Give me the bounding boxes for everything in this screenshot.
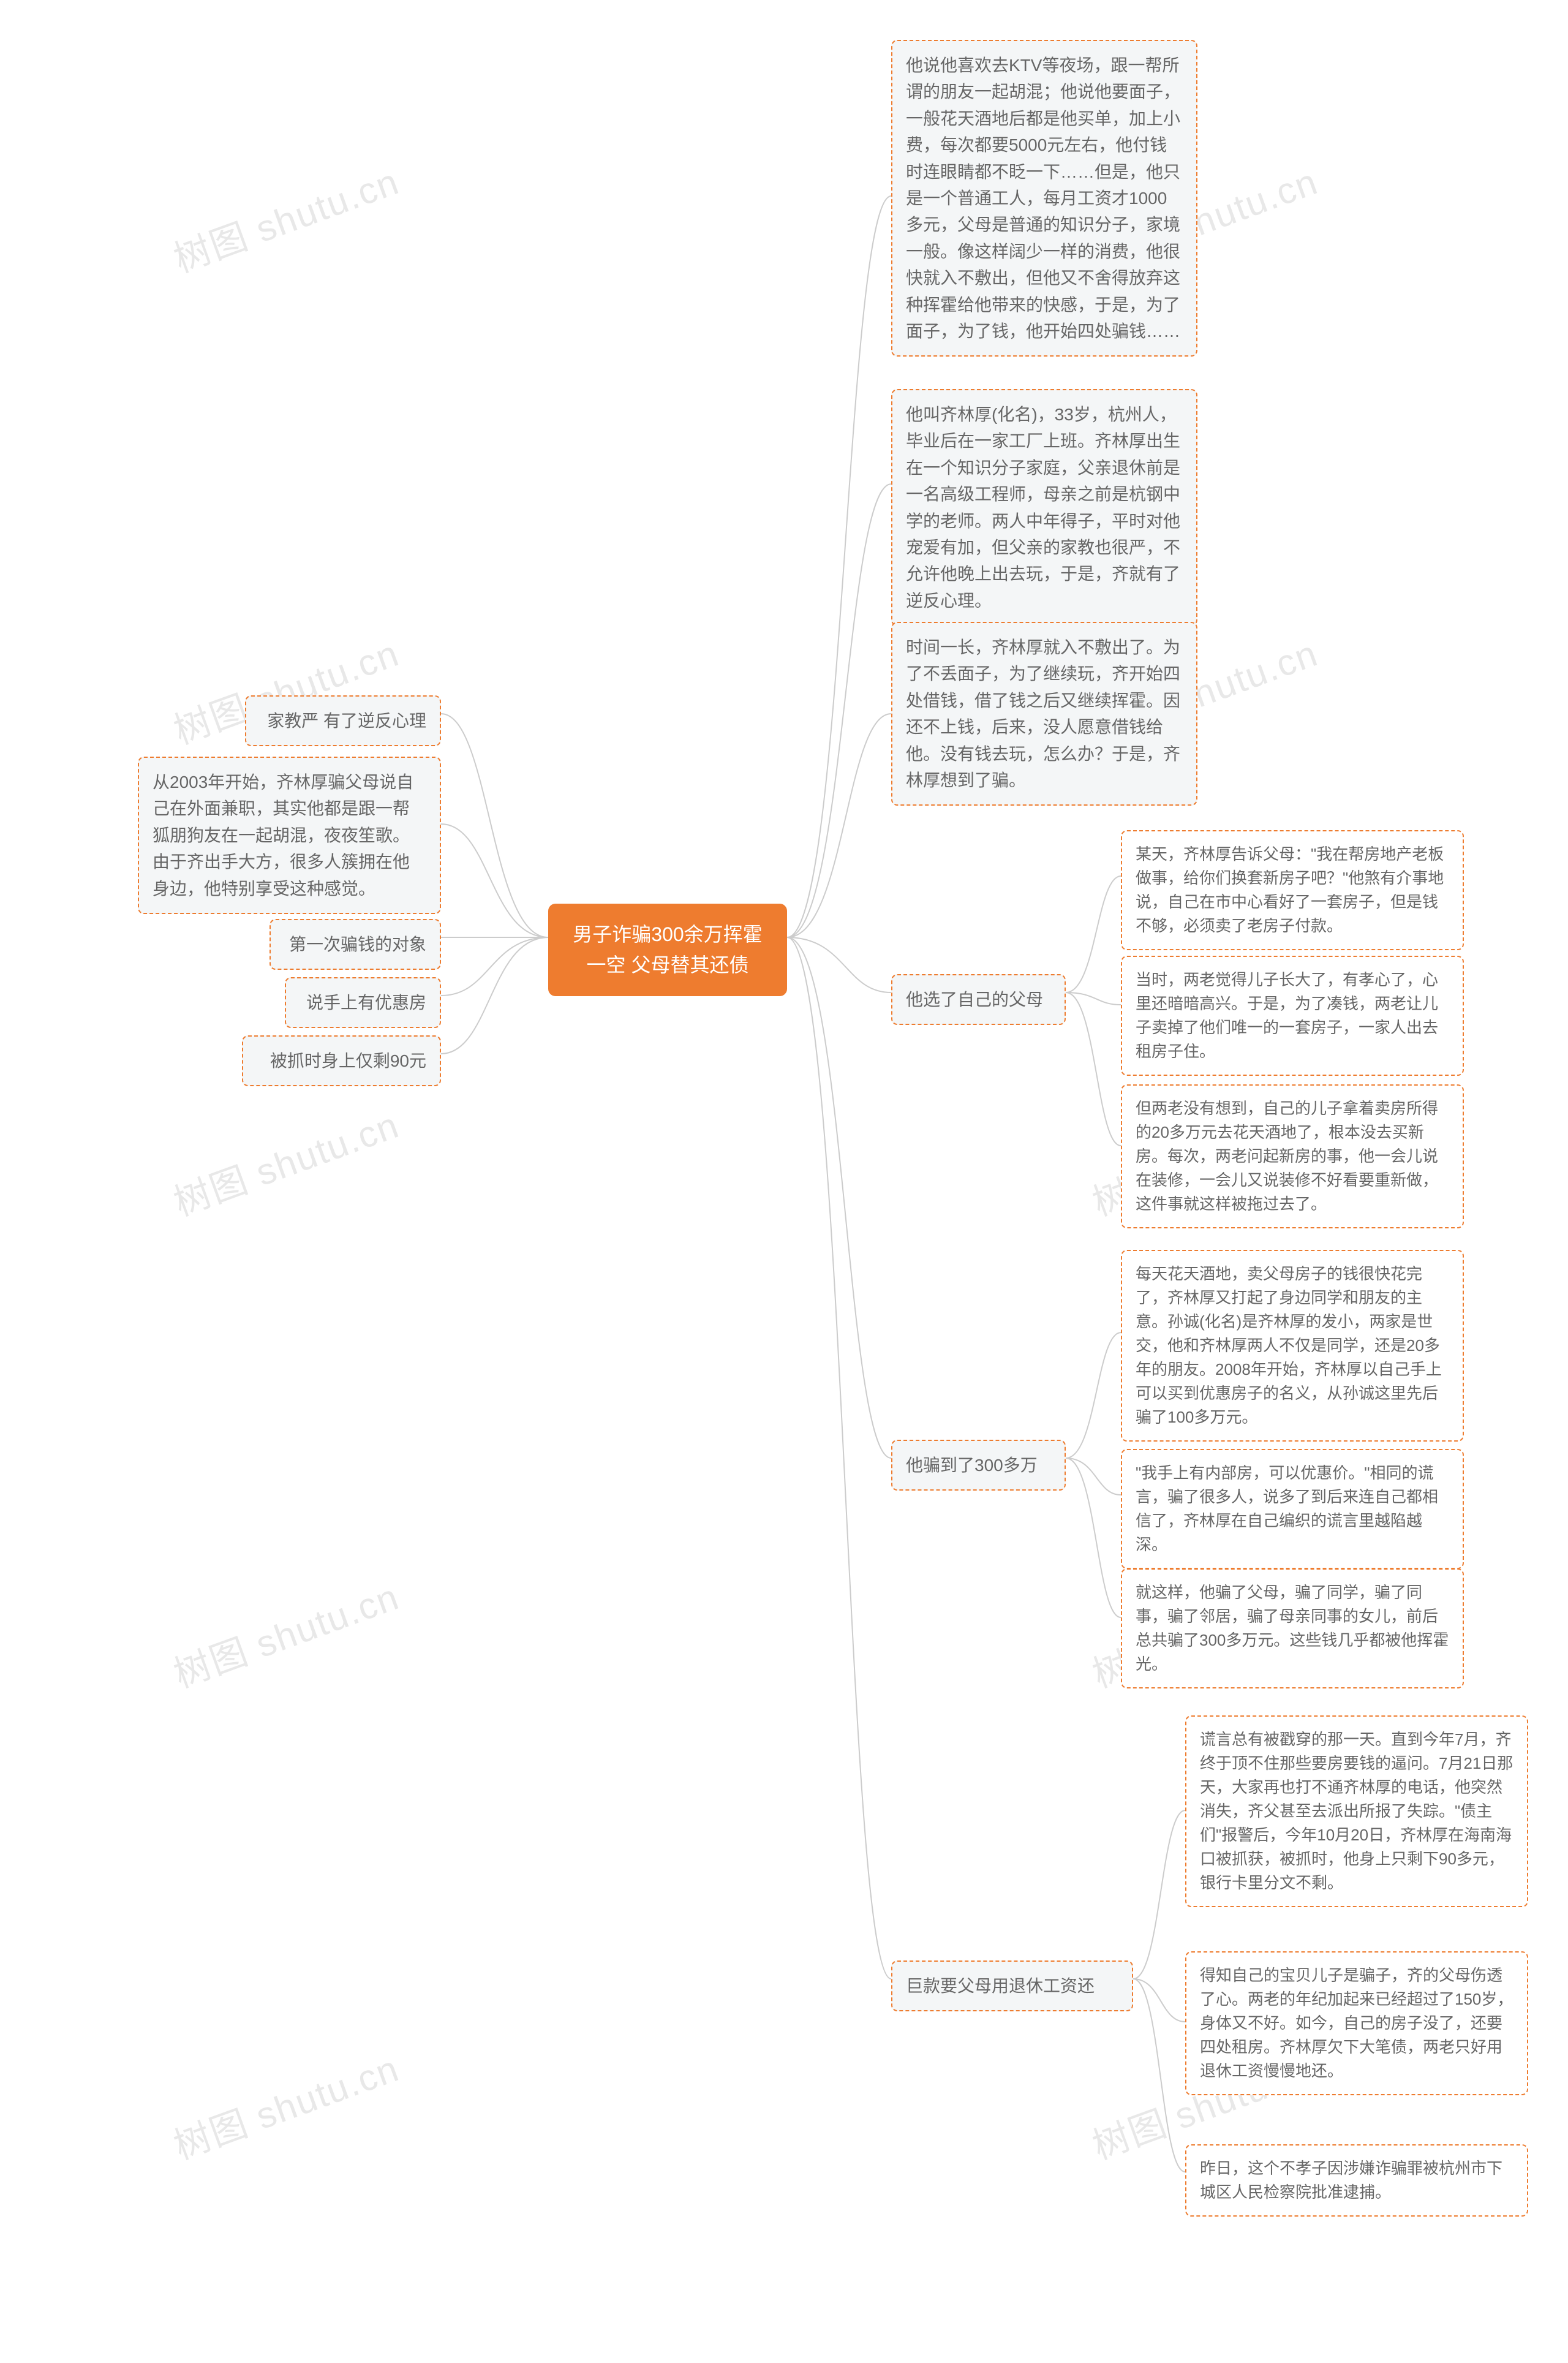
watermark: 树图 shutu.cn — [165, 152, 405, 283]
right-node-4-child-0[interactable]: 每天花天酒地，卖父母房子的钱很快花完了，齐林厚又打起了身边同学和朋友的主意。孙诚… — [1121, 1250, 1464, 1442]
right-node-1[interactable]: 他叫齐林厚(化名)，33岁，杭州人，毕业后在一家工厂上班。齐林厚出生在一个知识分… — [891, 389, 1197, 626]
right-node-5-child-1[interactable]: 得知自己的宝贝儿子是骗子，齐的父母伤透了心。两老的年纪加起来已经超过了150岁，… — [1185, 1951, 1528, 2095]
left-node-1[interactable]: 从2003年开始，齐林厚骗父母说自己在外面兼职，其实他都是跟一帮狐朋狗友在一起胡… — [138, 757, 441, 914]
right-node-3[interactable]: 他选了自己的父母 — [891, 974, 1066, 1025]
right-node-3-child-0[interactable]: 某天，齐林厚告诉父母："我在帮房地产老板做事，给你们换套新房子吧？"他煞有介事地… — [1121, 830, 1464, 950]
right-node-0[interactable]: 他说他喜欢去KTV等夜场，跟一帮所谓的朋友一起胡混；他说他要面子，一般花天酒地后… — [891, 40, 1197, 357]
watermark: 树图 shutu.cn — [165, 2039, 405, 2170]
right-node-5-child-0[interactable]: 谎言总有被戳穿的那一天。直到今年7月，齐终于顶不住那些要房要钱的逼问。7月21日… — [1185, 1715, 1528, 1907]
right-node-5-child-2[interactable]: 昨日，这个不孝子因涉嫌诈骗罪被杭州市下城区人民检察院批准逮捕。 — [1185, 2144, 1528, 2217]
right-node-4-child-1[interactable]: "我手上有内部房，可以优惠价。"相同的谎言，骗了很多人，说多了到后来连自己都相信… — [1121, 1449, 1464, 1569]
watermark: 树图 shutu.cn — [165, 1095, 405, 1227]
right-node-2[interactable]: 时间一长，齐林厚就入不敷出了。为了不丢面子，为了继续玩，齐开始四处借钱，借了钱之… — [891, 622, 1197, 806]
left-node-3[interactable]: 说手上有优惠房 — [285, 977, 441, 1028]
mindmap-canvas: 树图 shutu.cn 树图 shutu.cn 树图 shutu.cn 树图 s… — [0, 0, 1568, 2363]
left-node-2[interactable]: 第一次骗钱的对象 — [270, 919, 441, 970]
right-node-5[interactable]: 巨款要父母用退休工资还 — [891, 1960, 1133, 2011]
right-node-4[interactable]: 他骗到了300多万 — [891, 1440, 1066, 1491]
left-node-0[interactable]: 家教严 有了逆反心理 — [245, 695, 441, 746]
right-node-3-child-2[interactable]: 但两老没有想到，自己的儿子拿着卖房所得的20多万元去花天酒地了，根本没去买新房。… — [1121, 1084, 1464, 1228]
right-node-4-child-2[interactable]: 就这样，他骗了父母，骗了同学，骗了同事，骗了邻居，骗了母亲同事的女儿，前后总共骗… — [1121, 1568, 1464, 1688]
watermark: 树图 shutu.cn — [165, 1567, 405, 1698]
right-node-3-child-1[interactable]: 当时，两老觉得儿子长大了，有孝心了，心里还暗暗高兴。于是，为了凑钱，两老让儿子卖… — [1121, 956, 1464, 1076]
left-node-4[interactable]: 被抓时身上仅剩90元 — [242, 1035, 441, 1086]
root-node[interactable]: 男子诈骗300余万挥霍一空 父母替其还债 — [548, 904, 787, 996]
